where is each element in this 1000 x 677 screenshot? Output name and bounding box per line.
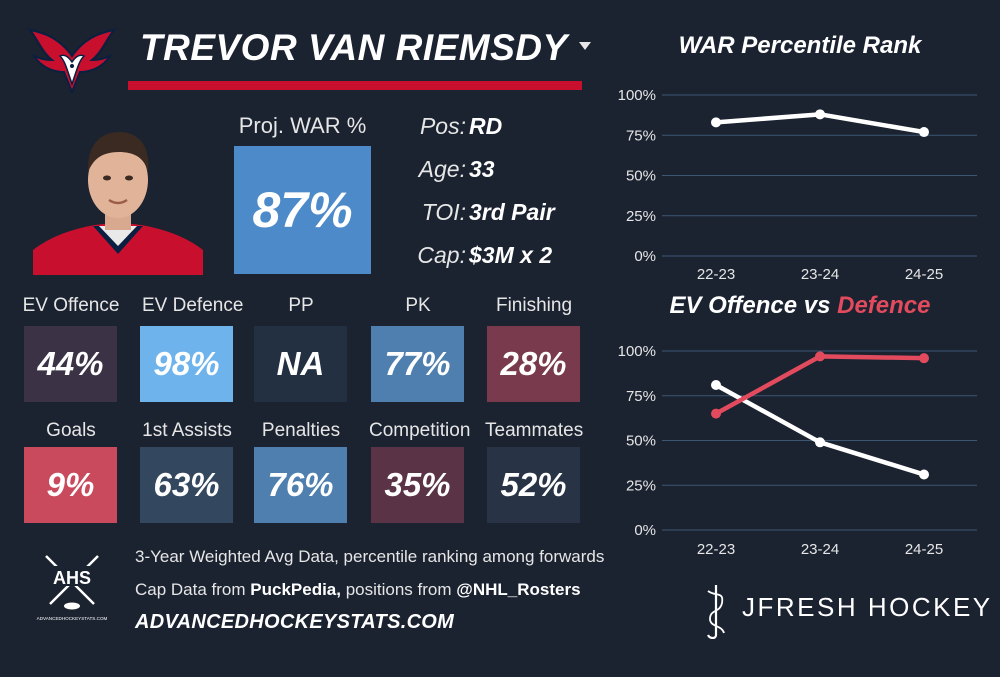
goals-label: Goals bbox=[46, 420, 96, 441]
ev-chart-ev-defence-point bbox=[815, 351, 825, 362]
war-chart-xtick-label: 23-24 bbox=[801, 266, 839, 283]
pk-tile: 77% bbox=[371, 326, 464, 402]
war-chart-xtick-label: 24-25 bbox=[905, 266, 943, 283]
player-name: TREVOR VAN RIEMSDY bbox=[140, 27, 568, 68]
ev-chart-ev-defence-point bbox=[919, 353, 929, 364]
cap-label: Cap: bbox=[417, 242, 466, 268]
ev-chart-ev-defence-point bbox=[711, 408, 721, 419]
penalties-label: Penalties bbox=[261, 420, 341, 441]
first-assists-tile: 63% bbox=[140, 447, 233, 523]
ev-chart-ev-defence-line bbox=[713, 354, 927, 416]
competition-label: Competition bbox=[369, 420, 471, 441]
pos-label: Pos: bbox=[419, 113, 466, 139]
goals-tile: 9% bbox=[24, 447, 117, 523]
ahs-logo: AHS ADVANCEDHOCKEYSTATS.COM bbox=[37, 555, 108, 621]
war-chart-title: WAR Percentile Rank bbox=[678, 32, 922, 59]
ev-chart-xtick-label: 24-25 bbox=[905, 541, 943, 558]
ahs-logo-text: AHS bbox=[53, 568, 91, 588]
ev-chart-ytick-label: 0% bbox=[634, 522, 656, 539]
war-chart-ytick-label: 0% bbox=[634, 248, 656, 265]
cap-value: $3M x 2 bbox=[469, 242, 553, 268]
jfresh-brand: JFRESH HOCKEY bbox=[742, 592, 993, 622]
ev-chart-ev-offence-point bbox=[815, 437, 825, 448]
footer-line1: 3-Year Weighted Avg Data, percentile ran… bbox=[135, 547, 605, 566]
age-label: Age: bbox=[418, 156, 466, 182]
war-chart-ytick-label: 25% bbox=[626, 208, 656, 225]
footer-pos-text: positions from bbox=[340, 580, 457, 599]
war-chart-war-point bbox=[919, 127, 929, 138]
proj-war-label: Proj. WAR % bbox=[238, 113, 367, 138]
ahs-logo-url: ADVANCEDHOCKEYSTATS.COM bbox=[37, 616, 108, 621]
ev-chart-ev-offence-point bbox=[919, 469, 929, 480]
ev-offence-tile: 44% bbox=[24, 326, 117, 402]
war-chart-ytick-label: 75% bbox=[626, 127, 656, 144]
war-chart-war-point bbox=[711, 117, 721, 128]
dropdown-caret-icon[interactable] bbox=[579, 42, 591, 50]
toi-label: TOI: bbox=[421, 199, 466, 225]
name-underline bbox=[128, 81, 582, 90]
pp-tile: NA bbox=[254, 326, 347, 402]
teammates-tile: 52% bbox=[487, 447, 580, 523]
ev-chart-xtick-label: 23-24 bbox=[801, 541, 839, 558]
pk-label: PK bbox=[405, 295, 431, 316]
war-chart-ytick-label: 50% bbox=[626, 168, 656, 185]
player-photo bbox=[33, 122, 203, 275]
ev-chart-xtick-label: 22-23 bbox=[697, 541, 735, 558]
jfresh-logo-icon bbox=[707, 585, 725, 639]
toi-value: 3rd Pair bbox=[469, 199, 555, 225]
pp-label: PP bbox=[288, 295, 314, 316]
finishing-tile: 28% bbox=[487, 326, 580, 402]
war-chart-war-point bbox=[815, 109, 825, 120]
penalties-tile: 76% bbox=[254, 447, 347, 523]
ev-chart-ytick-label: 25% bbox=[626, 477, 656, 494]
age-value: 33 bbox=[469, 156, 495, 182]
ev-chart-title-defence: Defence bbox=[837, 292, 931, 319]
ev-chart-ev-offence-point bbox=[711, 380, 721, 391]
ev-chart-title-offence: EV Offence vs bbox=[669, 292, 838, 319]
ev-chart-ytick-label: 75% bbox=[626, 388, 656, 405]
finishing-label: Finishing bbox=[495, 295, 573, 316]
ev-offence-label: EV Offence bbox=[22, 295, 120, 316]
war-chart-ytick-label: 100% bbox=[618, 87, 656, 104]
ev-chart-ytick-label: 100% bbox=[618, 343, 656, 360]
war-chart-xtick-label: 22-23 bbox=[697, 266, 735, 283]
first-assists-label: 1st Assists bbox=[142, 420, 232, 441]
competition-tile: 35% bbox=[371, 447, 464, 523]
nhl-rosters-link[interactable]: @NHL_Rosters bbox=[456, 580, 581, 599]
footer-line2: Cap Data from PuckPedia, positions from … bbox=[135, 580, 581, 600]
proj-war-value: 87% bbox=[234, 146, 371, 274]
teammates-label: Teammates bbox=[485, 420, 584, 441]
footer-cap-prefix: Cap Data from bbox=[135, 580, 251, 599]
ev-defence-tile: 98% bbox=[140, 326, 233, 402]
ev-defence-label: EV Defence bbox=[142, 295, 244, 316]
ev-offence-defence-chart: 100% 75% 50% 25% 0% 22-23 23-24 24-25 bbox=[618, 343, 977, 558]
ev-chart-ytick-label: 50% bbox=[626, 433, 656, 450]
team-logo bbox=[28, 28, 116, 94]
ev-chart-title: EV Offence vs Defence bbox=[615, 292, 985, 320]
war-percentile-chart: 100% 75% 50% 25% 0% 22-23 23-24 24-25 bbox=[618, 87, 977, 283]
site-url[interactable]: ADVANCEDHOCKEYSTATS.COM bbox=[135, 611, 455, 633]
puckpedia-link[interactable]: PuckPedia, bbox=[250, 580, 341, 599]
pos-value: RD bbox=[469, 113, 503, 139]
